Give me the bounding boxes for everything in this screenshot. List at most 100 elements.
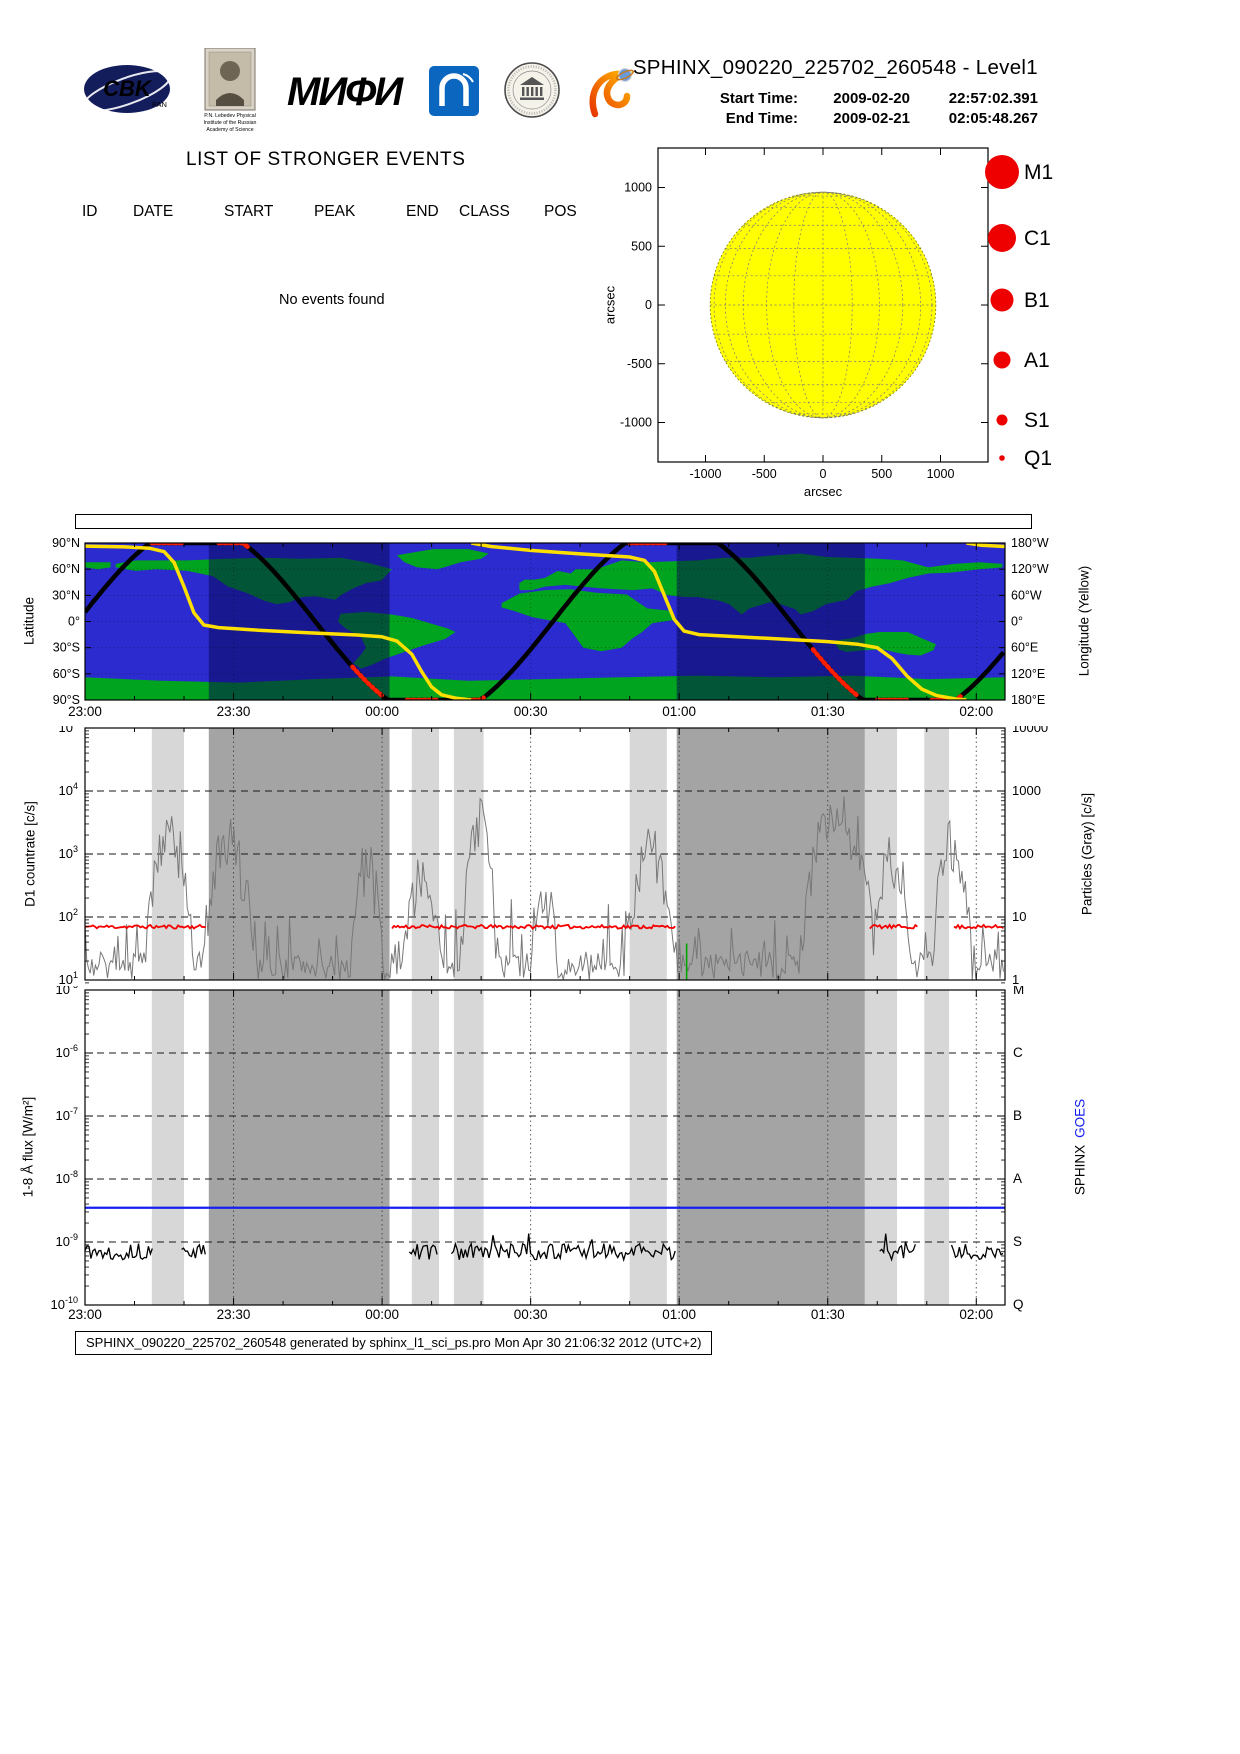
svg-text:102: 102 [59, 907, 78, 924]
svg-text:101: 101 [59, 970, 78, 984]
svg-text:105: 105 [59, 726, 78, 735]
svg-text:C: C [1013, 1045, 1023, 1060]
cbk-logo-subtext: PAN [152, 100, 167, 109]
svg-text:90°S: 90°S [53, 693, 80, 707]
particle-series [84, 796, 1004, 981]
arch-logo [429, 66, 479, 116]
radiation-hot-segment [810, 647, 860, 698]
svg-text:60°E: 60°E [1011, 641, 1038, 655]
svg-text:10-6: 10-6 [56, 1043, 78, 1060]
svg-text:90°N: 90°N [52, 536, 80, 550]
flux-axis-title: 1-8 Å flux [W/m²] [20, 1096, 36, 1198]
start-date-value: 2009-02-20 [833, 90, 910, 107]
svg-text:60°S: 60°S [53, 667, 80, 681]
solar-countrate-series [84, 923, 206, 930]
svg-text:10: 10 [1012, 909, 1026, 924]
svg-text:B: B [1013, 1108, 1022, 1123]
svg-text:180°W: 180°W [1011, 536, 1049, 550]
end-time-value: 02:05:48.267 [948, 110, 1038, 127]
events-timeline-strip [75, 514, 1032, 529]
svg-text:02:00: 02:00 [959, 1307, 993, 1322]
sphinx-flux-series [408, 1244, 438, 1260]
svg-text:Institute of the Russian: Institute of the Russian [204, 120, 257, 126]
svg-text:01:30: 01:30 [811, 704, 845, 719]
particles-axis-title: Particles (Gray) [c/s] [1079, 792, 1095, 916]
svg-text:M: M [1013, 986, 1024, 997]
logo-row: CBK PAN P.N. Lebedev Physical Institute … [80, 48, 641, 134]
solar-disk-plot: -1000 -500 0 500 1000 -1000 -500 0 500 1000 arcsec… [620, 147, 1053, 499]
events-heading: LIST OF STRONGER EVENTS [186, 149, 466, 170]
continent [396, 549, 489, 570]
svg-text:180°E: 180°E [1011, 693, 1045, 707]
svg-text:02:00: 02:00 [959, 704, 993, 719]
events-empty-message: No events found [279, 292, 385, 308]
longitude-curve [470, 543, 967, 700]
svg-text:60°N: 60°N [52, 562, 80, 576]
svg-text:30°S: 30°S [53, 641, 80, 655]
seal-building-pediment [520, 77, 544, 85]
svg-text:1000: 1000 [1012, 783, 1041, 798]
events-col-peak: PEAK [314, 203, 356, 220]
svg-text:23:30: 23:30 [217, 704, 251, 719]
longitude-curve [85, 544, 472, 700]
svg-text:1000: 1000 [624, 181, 652, 195]
svg-text:S: S [1013, 1234, 1022, 1249]
svg-text:23:00: 23:00 [68, 704, 102, 719]
start-time-label: Start Time: [719, 90, 798, 107]
map-left-axis-title: Latitude [21, 596, 37, 646]
svg-text:01:00: 01:00 [662, 1307, 696, 1322]
svg-text:-500: -500 [627, 357, 652, 371]
arch-shape [439, 73, 469, 106]
events-col-pos: POS [544, 203, 577, 220]
svg-text:500: 500 [871, 467, 892, 481]
svg-text:104: 104 [59, 781, 78, 798]
svg-text:01:00: 01:00 [662, 704, 696, 719]
sphinx-swirl-logo [589, 67, 635, 118]
cbk-logo-text: CBK [103, 76, 153, 101]
time-range: Start Time: 2009-02-20 22:57:02.391 End … [633, 89, 1038, 129]
svg-text:-500: -500 [752, 467, 777, 481]
svg-text:A1: A1 [1024, 349, 1050, 372]
solar-countrate-series [869, 923, 918, 930]
svg-text:0°: 0° [1011, 615, 1023, 629]
ground-track-map: 90°N 180°W 60°N 120°W 30°N 60°W 0° 0° 30°S 60°E 60… [52, 536, 1049, 719]
start-time-value: 22:57:02.391 [948, 90, 1038, 107]
countrate-panel: 105104103102101100001000100101 [59, 726, 1049, 984]
svg-text:00:30: 00:30 [514, 704, 548, 719]
legend-dot-A1 [993, 351, 1011, 369]
legend-dot-Q1 [999, 455, 1005, 461]
svg-text:100: 100 [1012, 846, 1034, 861]
svg-text:00:00: 00:00 [365, 704, 399, 719]
footer-note: SPHINX_090220_225702_260548 generated by… [75, 1331, 713, 1355]
legend-dot-S1 [996, 414, 1008, 426]
svg-text:0°: 0° [68, 615, 80, 629]
svg-text:A: A [1013, 1171, 1022, 1186]
svg-text:120°E: 120°E [1011, 667, 1045, 681]
events-col-end: END [406, 203, 439, 220]
events-col-class: CLASS [459, 203, 510, 220]
flux-right-axis-title: SPHINX GOES [1073, 1099, 1088, 1195]
sphinx-flux-series [879, 1233, 917, 1262]
svg-text:10-7: 10-7 [56, 1106, 78, 1123]
mephi-logo-text: МИФИ [287, 70, 404, 114]
svg-text:00:00: 00:00 [365, 1307, 399, 1322]
svg-text:23:30: 23:30 [217, 1307, 251, 1322]
flux-panel: 10-510-610-710-810-910-10MCBASQ23:0023:3… [51, 986, 1025, 1322]
events-col-date: DATE [133, 203, 174, 220]
legend-dot-C1 [988, 224, 1016, 252]
svg-text:10-8: 10-8 [56, 1169, 78, 1186]
legend-dot-B1 [990, 288, 1014, 312]
comet-swirl [589, 70, 635, 118]
continent [85, 562, 111, 570]
sphinx-flux-series [181, 1243, 206, 1259]
svg-text:B1: B1 [1024, 289, 1050, 312]
sphinx-flux-series [450, 1233, 676, 1263]
continent [501, 589, 676, 652]
lebedev-institute-logo: P.N. Lebedev Physical Institute of the R… [204, 48, 257, 133]
legend-dot-M1 [985, 155, 1019, 189]
svg-text:01:30: 01:30 [811, 1307, 845, 1322]
svg-text:0: 0 [820, 467, 827, 481]
radiation-hot-segment [350, 664, 385, 698]
svg-text:-1000: -1000 [690, 467, 722, 481]
